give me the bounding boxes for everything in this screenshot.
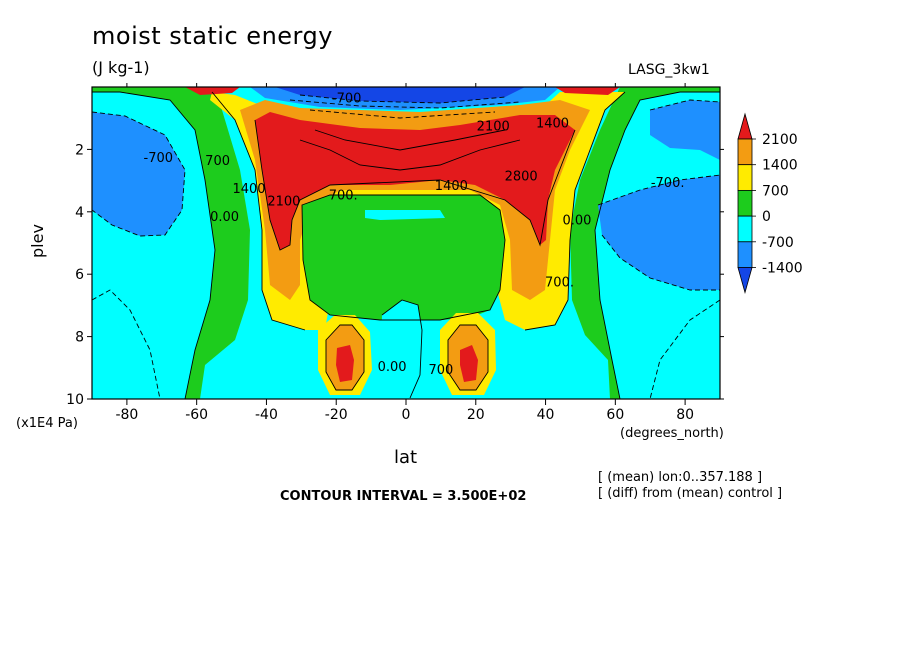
contour-label: 1400: [232, 182, 265, 197]
contour-line-right-0: [594, 91, 720, 399]
contour-line-jet-right: [447, 324, 489, 391]
fill-red-jet-right: [460, 345, 478, 382]
colorbar-swatch: [737, 138, 753, 166]
fill-red-top-right: [555, 87, 620, 95]
contour-label: 700: [428, 363, 453, 378]
contour-label: 2100: [267, 195, 300, 210]
x-tick-label: 0: [402, 407, 411, 423]
contour-line-left-700: [211, 91, 306, 331]
colorbar-swatch: [737, 164, 753, 191]
colorbar-label: 2100: [762, 132, 798, 148]
x-tick-label: 60: [606, 407, 624, 423]
colorbar-label: 1400: [762, 158, 798, 174]
contour-negative-layer: [92, 94, 720, 399]
y-tick-label: 6: [75, 267, 84, 283]
contour-interval-note: CONTOUR INTERVAL = 3.500E+02: [280, 489, 527, 504]
fill-green-inner: [302, 195, 505, 320]
fill-red-top-left: [185, 87, 240, 95]
x-tick-label: -60: [185, 407, 208, 423]
contour-label: 700.: [329, 188, 358, 203]
x-tick-label: 80: [676, 407, 694, 423]
colorbar-swatch: [737, 267, 753, 294]
contour-line-green-box: [301, 194, 506, 321]
contour-line-left-0: [92, 91, 216, 399]
mean-longitude-note: [ (mean) lon:0..357.188 ]: [598, 470, 763, 485]
y-axis-ticks: 2 4 6 8 10: [66, 142, 724, 408]
contour-line-jet-left: [325, 324, 365, 391]
contour-label: 2100: [477, 120, 510, 135]
contour-line-blue-right-upper: [649, 99, 720, 111]
contour-label: 2800: [505, 170, 538, 185]
y-axis-units: (x1E4 Pa): [16, 416, 78, 431]
contour-label: 700: [205, 154, 230, 169]
fill-darkblue-top: [275, 87, 525, 103]
contour-label: 0.00: [210, 210, 239, 225]
colorbar-label: -1400: [762, 261, 803, 277]
colorbar-swatch: [737, 215, 753, 243]
contour-label: 1400: [536, 117, 569, 132]
contour-label: 0.00: [562, 213, 591, 228]
contour-line-equator: [381, 299, 423, 399]
contour-line-inner-2: [314, 129, 506, 151]
contour-line-red-core: [254, 119, 576, 251]
contour-line-top-2: [289, 99, 521, 109]
y-tick-label: 2: [75, 142, 84, 158]
x-tick-label: -40: [255, 407, 278, 423]
x-axis-ticks: -80 -60 -40 -20 0 20 40 60 80: [115, 83, 694, 423]
contour-line-top-3: [309, 109, 496, 119]
x-tick-label: 20: [467, 407, 485, 423]
colorbar-label: 700: [762, 183, 789, 199]
contour-line-blue-right-lower: [601, 234, 720, 291]
x-axis-label: lat: [394, 447, 418, 468]
contour-line-inner-1: [299, 139, 521, 171]
contour-fill-layer: [92, 87, 720, 399]
colorbar-swatch: [737, 189, 753, 217]
fill-cyan-equator: [380, 300, 422, 398]
contour-label: 0.00: [378, 360, 407, 375]
contour-label: 1400: [435, 179, 468, 194]
contour-line-top-1: [299, 94, 506, 104]
x-tick-label: -80: [115, 407, 138, 423]
colorbar-swatch: [737, 241, 753, 268]
contour-label: -700.: [651, 176, 685, 191]
colorbar: 2100 1400 700 0 -700 -1400: [737, 112, 803, 294]
y-tick-label: 4: [75, 205, 84, 221]
colorbar-label: 0: [762, 209, 771, 225]
contour-label: -700: [144, 151, 174, 166]
x-tick-label: -20: [325, 407, 348, 423]
colorbar-label: -700: [762, 235, 794, 251]
contour-line-blue-right: [597, 174, 720, 206]
y-tick-label: 8: [75, 330, 84, 346]
x-tick-label: 40: [537, 407, 555, 423]
contour-label: -700: [332, 92, 362, 107]
contour-line-dash-left: [92, 289, 161, 399]
x-axis-units: (degrees_north): [620, 426, 724, 441]
chart-units: (J kg-1): [92, 58, 150, 77]
contour-label: 700.: [545, 276, 574, 291]
fill-blue-left: [92, 112, 185, 236]
fill-cyan-small-patch: [365, 210, 445, 220]
model-name: LASG_3kw1: [628, 62, 710, 78]
contour-line-right-700: [524, 91, 626, 331]
contour-line-layer: [92, 91, 720, 399]
fill-blue-right-upper: [650, 100, 720, 160]
fill-blue-right-lower: [598, 175, 720, 290]
contour-line-blue-left: [92, 111, 186, 237]
colorbar-swatch: [737, 112, 753, 140]
diff-control-note: [ (diff) from (mean) control ]: [598, 486, 783, 501]
chart-title: moist static energy: [92, 22, 333, 50]
fill-red-jet-left: [336, 345, 354, 382]
y-tick-label: 10: [66, 392, 84, 408]
contour-line-dash-right: [649, 299, 720, 399]
fill-green-body: [92, 87, 720, 399]
